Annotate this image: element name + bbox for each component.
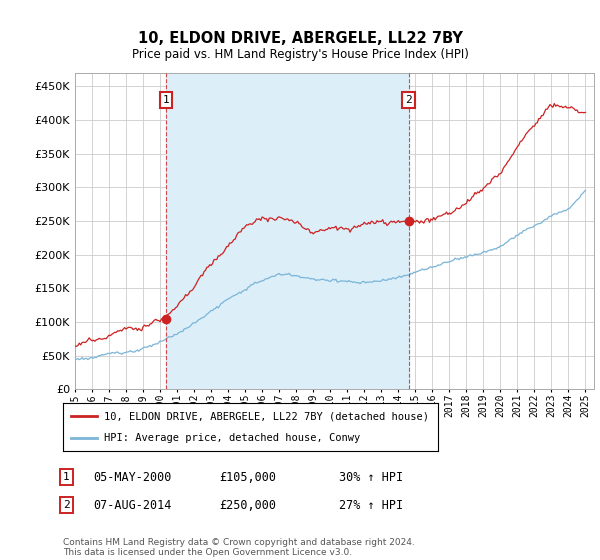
Text: 2: 2 — [405, 95, 412, 105]
Text: 30% ↑ HPI: 30% ↑ HPI — [339, 470, 403, 484]
Text: 07-AUG-2014: 07-AUG-2014 — [93, 498, 172, 512]
Text: 1: 1 — [63, 472, 70, 482]
Text: HPI: Average price, detached house, Conwy: HPI: Average price, detached house, Conw… — [104, 433, 361, 443]
Text: 10, ELDON DRIVE, ABERGELE, LL22 7BY (detached house): 10, ELDON DRIVE, ABERGELE, LL22 7BY (det… — [104, 411, 429, 421]
Text: 10, ELDON DRIVE, ABERGELE, LL22 7BY: 10, ELDON DRIVE, ABERGELE, LL22 7BY — [137, 31, 463, 46]
Text: 1: 1 — [163, 95, 169, 105]
Text: Price paid vs. HM Land Registry's House Price Index (HPI): Price paid vs. HM Land Registry's House … — [131, 48, 469, 60]
Text: 2: 2 — [63, 500, 70, 510]
Text: £250,000: £250,000 — [219, 498, 276, 512]
Text: Contains HM Land Registry data © Crown copyright and database right 2024.
This d: Contains HM Land Registry data © Crown c… — [63, 538, 415, 557]
Text: £105,000: £105,000 — [219, 470, 276, 484]
Bar — [166, 73, 409, 389]
Text: 27% ↑ HPI: 27% ↑ HPI — [339, 498, 403, 512]
Text: 05-MAY-2000: 05-MAY-2000 — [93, 470, 172, 484]
